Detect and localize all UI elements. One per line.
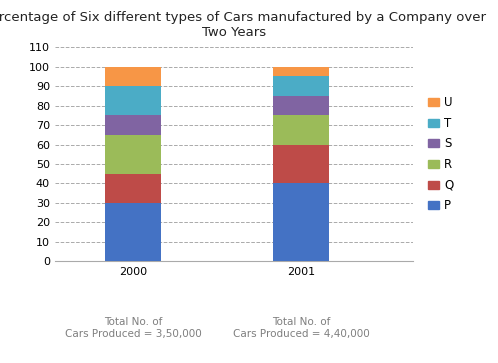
Bar — [273, 115, 329, 144]
Bar — [105, 135, 161, 174]
Bar — [105, 203, 161, 261]
Bar — [273, 67, 329, 76]
Bar — [105, 174, 161, 203]
Bar — [273, 183, 329, 261]
Text: Total No. of
Cars Produced = 3,50,000: Total No. of Cars Produced = 3,50,000 — [65, 317, 202, 339]
Bar — [105, 86, 161, 115]
Bar — [105, 67, 161, 86]
Bar — [273, 76, 329, 96]
Legend: U, T, S, R, Q, P: U, T, S, R, Q, P — [423, 91, 458, 217]
Bar — [273, 96, 329, 115]
Bar — [273, 144, 329, 183]
Bar — [105, 115, 161, 135]
Text: Total No. of
Cars Produced = 4,40,000: Total No. of Cars Produced = 4,40,000 — [233, 317, 370, 339]
Title: Percentage of Six different types of Cars manufactured by a Company over
Two Yea: Percentage of Six different types of Car… — [0, 11, 486, 39]
